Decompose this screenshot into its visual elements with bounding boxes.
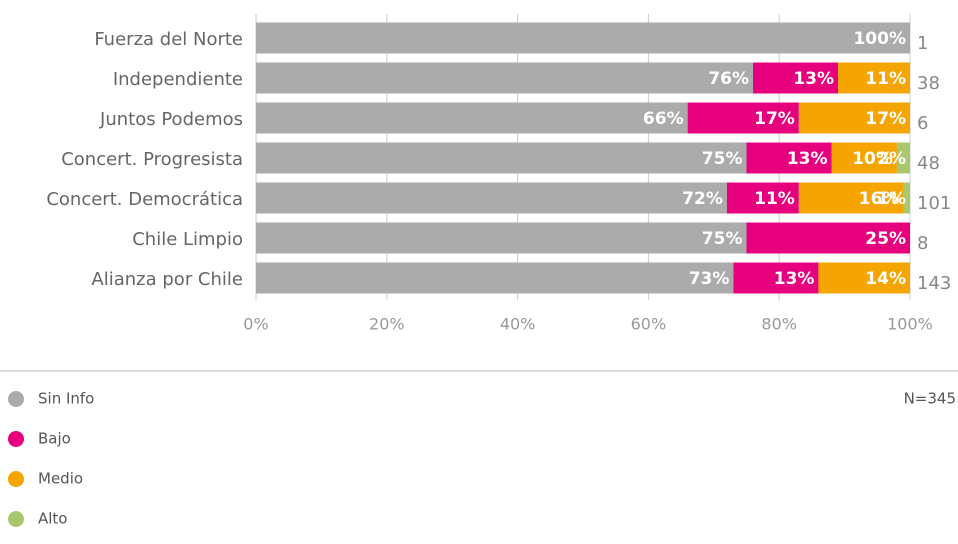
x-tick-label: 80%: [761, 315, 797, 334]
count-label: 8: [917, 233, 928, 254]
bar-segment: [256, 22, 910, 54]
bar-segment: [687, 102, 799, 134]
legend-marker: [8, 431, 24, 447]
value-label: 73%: [689, 269, 730, 289]
bar-segment: [798, 102, 910, 134]
count-label: 101: [917, 193, 951, 214]
category-label: Independiente: [113, 69, 243, 90]
value-label: 2%: [877, 149, 906, 169]
bar-segment: [256, 262, 734, 294]
value-label: 75%: [702, 229, 743, 249]
category-label: Concert. Democrática: [46, 189, 243, 210]
value-label: 72%: [682, 189, 723, 209]
count-label: 48: [917, 153, 940, 174]
value-label: 25%: [865, 229, 906, 249]
category-label: Concert. Progresista: [61, 149, 243, 170]
bar-segment: [818, 262, 910, 294]
value-label: 13%: [774, 269, 815, 289]
value-label: 10%: [852, 149, 893, 169]
count-label: 6: [917, 113, 928, 134]
legend-label: Sin Info: [38, 390, 94, 408]
bar-segment: [746, 222, 910, 254]
count-label: 1: [917, 33, 928, 54]
value-label: 16%: [859, 189, 900, 209]
bar-segment: [256, 142, 747, 174]
bar-segment: [256, 222, 747, 254]
value-label: 17%: [754, 109, 795, 129]
x-tick-label: 100%: [887, 315, 933, 334]
bar-segment: [798, 182, 904, 214]
bar-segment: [896, 142, 910, 174]
value-label: 13%: [787, 149, 828, 169]
category-label: Fuerza del Norte: [94, 29, 243, 50]
category-label: Chile Limpio: [132, 229, 243, 250]
bar-segment: [831, 142, 897, 174]
legend-marker: [8, 391, 24, 407]
category-label: Juntos Podemos: [99, 109, 243, 130]
x-tick-label: 0%: [243, 315, 268, 334]
bar-segment: [903, 182, 910, 214]
x-tick-label: 60%: [631, 315, 667, 334]
bar-segment: [838, 62, 910, 94]
legend-label: Medio: [38, 470, 83, 488]
value-label: 1%: [877, 189, 906, 209]
legend-marker: [8, 511, 24, 527]
value-label: 11%: [865, 69, 906, 89]
count-label: 38: [917, 73, 940, 94]
value-label: 100%: [853, 29, 906, 49]
legend-label: Alto: [38, 510, 68, 528]
value-label: 17%: [865, 109, 906, 129]
value-label: 13%: [793, 69, 834, 89]
value-label: 75%: [702, 149, 743, 169]
sample-size: N=345: [904, 390, 956, 408]
value-label: 14%: [865, 269, 906, 289]
legend-marker: [8, 471, 24, 487]
bar-segment: [753, 62, 839, 94]
bar-segment: [746, 142, 832, 174]
bar-segment: [726, 182, 799, 214]
bar-segment: [256, 62, 754, 94]
category-label: Alianza por Chile: [91, 269, 243, 290]
bar-segment: [256, 102, 688, 134]
value-label: 11%: [754, 189, 795, 209]
bar-segment: [256, 182, 727, 214]
x-tick-label: 40%: [500, 315, 536, 334]
bar-segment: [733, 262, 819, 294]
x-tick-label: 20%: [369, 315, 405, 334]
value-label: 66%: [643, 109, 684, 129]
value-label: 76%: [708, 69, 749, 89]
count-label: 143: [917, 273, 951, 294]
legend-label: Bajo: [38, 430, 71, 448]
